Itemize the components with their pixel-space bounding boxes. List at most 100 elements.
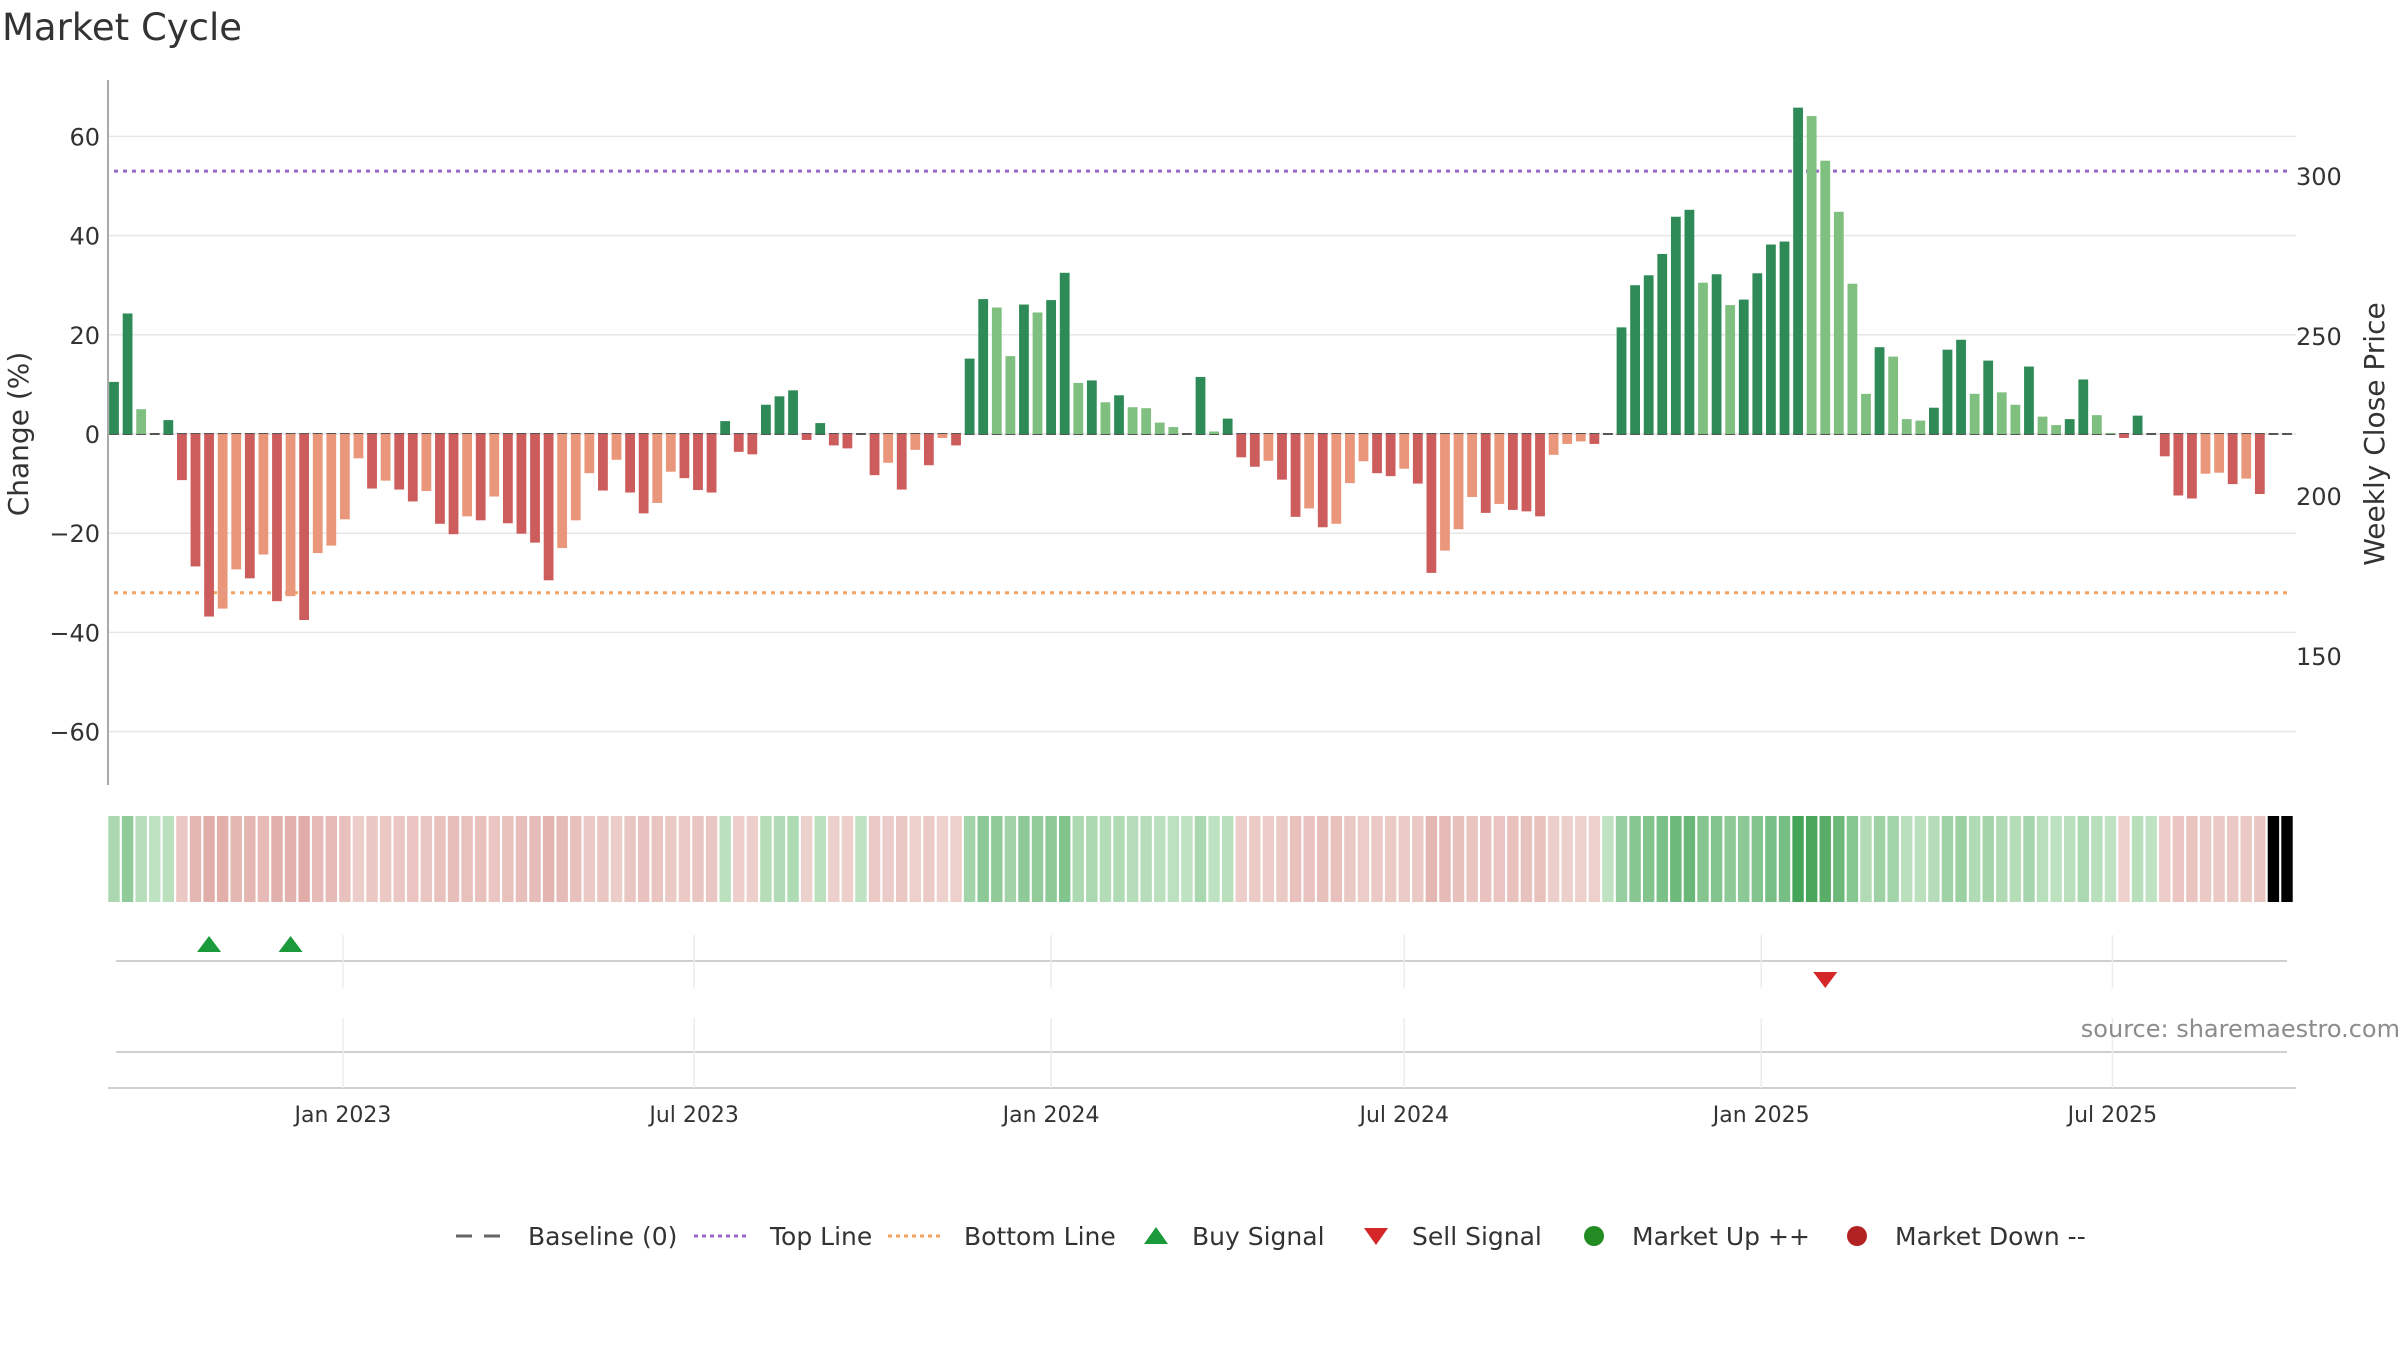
bar	[923, 434, 934, 466]
strip-cell	[2281, 816, 2293, 902]
buy-signal-marker	[278, 936, 303, 952]
bar	[1195, 376, 1206, 434]
strip-cell	[1968, 816, 1981, 902]
bar	[1046, 300, 1056, 434]
bar	[2200, 434, 2211, 474]
strip-cell	[624, 816, 636, 902]
bar	[109, 381, 119, 434]
strip-cell	[1452, 816, 1465, 902]
strip-cell	[257, 816, 270, 902]
strip-cell	[1344, 816, 1356, 902]
bar	[2051, 425, 2062, 434]
bar	[204, 434, 214, 617]
strip-cell	[583, 816, 596, 902]
bar	[448, 434, 459, 535]
bar	[1793, 107, 1803, 434]
strip-cell	[923, 816, 935, 902]
strip-cell	[1398, 816, 1410, 902]
bar-series	[109, 107, 2265, 620]
strip-cell	[434, 816, 446, 902]
legend-label: Baseline (0)	[528, 1222, 677, 1251]
strip-cell	[909, 816, 921, 902]
legend-label: Top Line	[769, 1222, 872, 1251]
bar	[1820, 160, 1831, 435]
x-tick-label: Jan 2024	[1001, 1103, 1100, 1128]
bar	[842, 434, 853, 449]
bar	[1575, 434, 1586, 442]
bar	[1942, 349, 1953, 434]
strip-cell	[841, 816, 854, 902]
bar	[2064, 419, 2075, 434]
strip-cell	[1099, 816, 1112, 902]
strip-cell	[176, 816, 188, 902]
bar	[1358, 434, 1369, 462]
bar	[706, 434, 717, 493]
strip-cell	[1520, 816, 1533, 902]
bar	[1100, 402, 1111, 434]
strip-cell	[2050, 816, 2062, 902]
legend-item: Market Up ++	[1584, 1222, 1810, 1251]
y-left-tick-label: 20	[69, 322, 100, 350]
strip-cell	[800, 816, 813, 902]
strip-cell	[1575, 816, 1587, 902]
bar	[2119, 434, 2129, 438]
strip-cell	[2091, 816, 2103, 902]
bar	[1928, 407, 1939, 434]
strip-cell	[1072, 816, 1084, 902]
strip-cell	[325, 816, 338, 902]
strip-cell	[828, 816, 840, 902]
bar	[299, 434, 310, 620]
strip-cell	[1289, 816, 1302, 902]
bar	[1317, 434, 1328, 528]
bar	[1426, 434, 1437, 573]
bar	[1304, 434, 1315, 509]
strip-cell	[1615, 816, 1628, 902]
bar	[1861, 393, 1871, 434]
strip-cell	[271, 816, 283, 902]
strip-cell	[203, 816, 215, 902]
strip-cell	[244, 816, 256, 902]
strip-cell	[1860, 816, 1872, 902]
strip-cell	[1955, 816, 1967, 902]
strip-cell	[1873, 816, 1886, 902]
legend-swatch	[1584, 1226, 1604, 1246]
bar	[2091, 415, 2102, 434]
strip-cell	[1670, 816, 1682, 902]
strip-cell	[787, 816, 799, 902]
bar	[1005, 356, 1016, 434]
strip-cell	[651, 816, 663, 902]
legend-item: Buy Signal	[1144, 1222, 1325, 1251]
strip-cell	[1656, 816, 1668, 902]
strip-cell	[2267, 816, 2280, 902]
strip-cell	[1018, 816, 1030, 902]
strip-cell	[1819, 816, 1831, 902]
x-tick-label: Jul 2024	[1357, 1103, 1449, 1128]
strip-cell	[474, 816, 487, 902]
bar	[1752, 273, 1763, 434]
source-note: source: sharemaestro.com	[2080, 1015, 2400, 1043]
legend: Baseline (0) Top Line Bottom Line Buy Signa…	[456, 1222, 2086, 1251]
bar	[407, 434, 418, 502]
bar	[1847, 283, 1858, 434]
bar	[1888, 356, 1899, 434]
strip-cell	[1181, 816, 1193, 902]
bar	[421, 434, 432, 492]
buy-signal-marker	[197, 936, 222, 952]
bar	[1630, 285, 1640, 434]
bar	[801, 434, 812, 440]
bar	[367, 434, 377, 489]
strip-cell	[1480, 816, 1492, 902]
bar	[1507, 434, 1518, 510]
bar	[2254, 434, 2265, 495]
sell-signal-marker	[1813, 972, 1838, 988]
bar	[1127, 407, 1138, 434]
bar	[1996, 392, 2007, 434]
strip-cell	[1751, 816, 1764, 902]
strip-cell	[2077, 816, 2089, 902]
bar	[1643, 275, 1654, 434]
strip-cell	[2159, 816, 2171, 902]
bar	[136, 409, 147, 434]
legend-item: Top Line	[694, 1222, 872, 1251]
